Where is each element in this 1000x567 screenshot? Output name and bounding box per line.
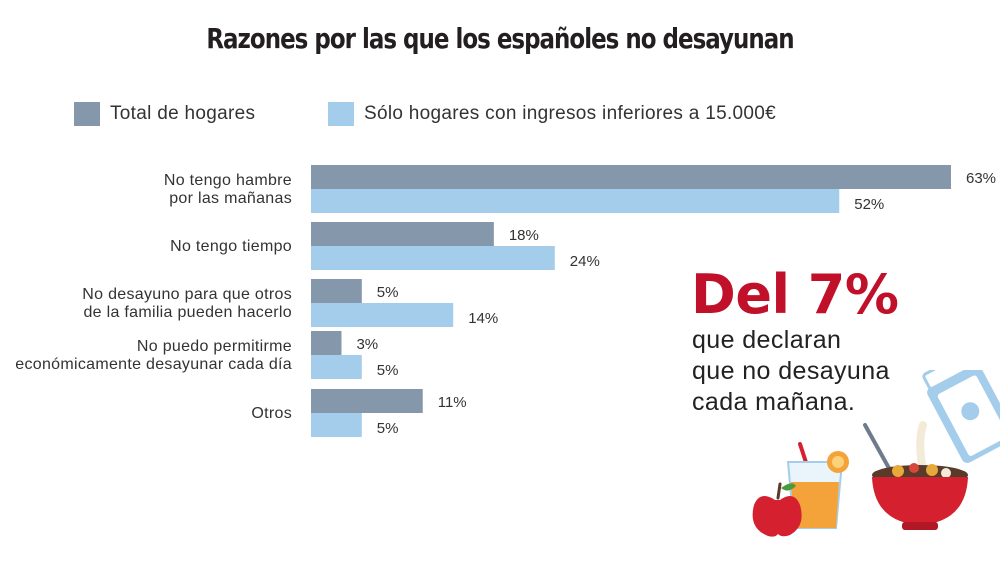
- value-label-total-4: 11%: [438, 394, 467, 411]
- bar-low-income-4: [311, 413, 362, 437]
- legend-swatch-low-income: [328, 102, 354, 126]
- value-label-total-1: 18%: [509, 227, 539, 244]
- bar-low-income-2: [311, 303, 454, 327]
- bar-total-4: [311, 389, 423, 413]
- category-label-0-0: No tengo hambre: [164, 172, 292, 189]
- category-label-2-0: No desayuno para que otros: [82, 286, 292, 303]
- value-label-low-income-0: 52%: [854, 196, 884, 213]
- bar-low-income-3: [311, 355, 362, 379]
- breakfast-illustration: [752, 370, 1000, 537]
- category-label-3-1: económicamente desayunar cada día: [15, 356, 292, 373]
- category-label-4-0: Otros: [251, 405, 292, 422]
- apple-icon: [752, 482, 802, 537]
- chart-title: Razones por las que los españoles no des…: [206, 22, 794, 55]
- bar-total-0: [311, 165, 951, 189]
- value-label-total-3: 3%: [356, 336, 378, 353]
- value-label-total-0: 63%: [966, 170, 996, 187]
- value-label-low-income-3: 5%: [377, 362, 399, 379]
- value-label-low-income-2: 14%: [468, 310, 498, 327]
- category-label-3-0: No puedo permitirme: [137, 338, 292, 355]
- milk-stream-icon: [916, 421, 927, 469]
- callout-percentage: Del 7%: [691, 263, 899, 326]
- milk-carton-icon: [922, 370, 1000, 463]
- bar-total-3: [311, 331, 342, 355]
- legend-label-total: Total de hogares: [110, 103, 256, 124]
- juice-glass-icon: [786, 442, 849, 529]
- callout-line-3: cada mañana.: [692, 388, 856, 416]
- value-label-low-income-1: 24%: [570, 253, 600, 270]
- legend-swatch-total: [74, 102, 100, 126]
- bar-total-2: [311, 279, 362, 303]
- value-label-low-income-4: 5%: [377, 420, 399, 437]
- bar-low-income-0: [311, 189, 840, 213]
- cereal-bowl-icon: [872, 463, 968, 530]
- value-label-total-2: 5%: [377, 284, 399, 301]
- bar-low-income-1: [311, 246, 555, 270]
- legend-label-low-income: Sólo hogares con ingresos inferiores a 1…: [364, 103, 777, 124]
- bar-total-1: [311, 222, 494, 246]
- callout-line-1: que declaran: [692, 326, 842, 354]
- category-label-0-1: por las mañanas: [169, 190, 292, 207]
- callout-line-2: que no desayuna: [692, 357, 890, 385]
- category-label-1-0: No tengo tiempo: [170, 238, 292, 255]
- category-label-2-1: de la familia pueden hacerlo: [83, 304, 292, 321]
